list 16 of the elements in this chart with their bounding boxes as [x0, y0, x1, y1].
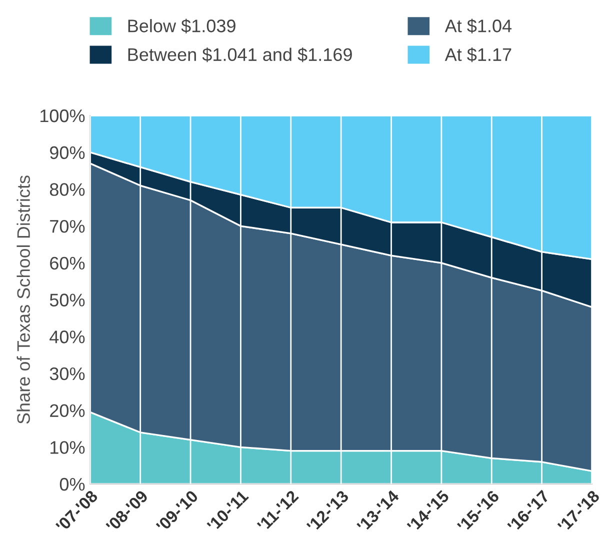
- y-tick-label: 50%: [50, 294, 85, 306]
- legend-label: At $1.04: [444, 18, 512, 34]
- legend-label: Between $1.041 and $1.169: [128, 47, 352, 62]
- y-tick-label: 30%: [50, 367, 85, 380]
- y-tick-label: 40%: [50, 330, 85, 344]
- y-tick-label: 10%: [50, 441, 85, 454]
- y-tick-label: 60%: [50, 256, 85, 270]
- legend-label: At $1.17: [444, 47, 512, 62]
- y-tick-label: 0%: [60, 478, 85, 491]
- y-tick-label: 20%: [50, 404, 85, 418]
- y-axis-title: Share of Texas School Districts: [16, 176, 30, 424]
- legend-label: Below $1.039: [128, 18, 236, 34]
- y-tick-label: 70%: [50, 220, 85, 233]
- y-tick-label: 80%: [50, 183, 85, 196]
- y-tick-label: 90%: [50, 146, 85, 160]
- y-tick-label: 100%: [40, 109, 85, 122]
